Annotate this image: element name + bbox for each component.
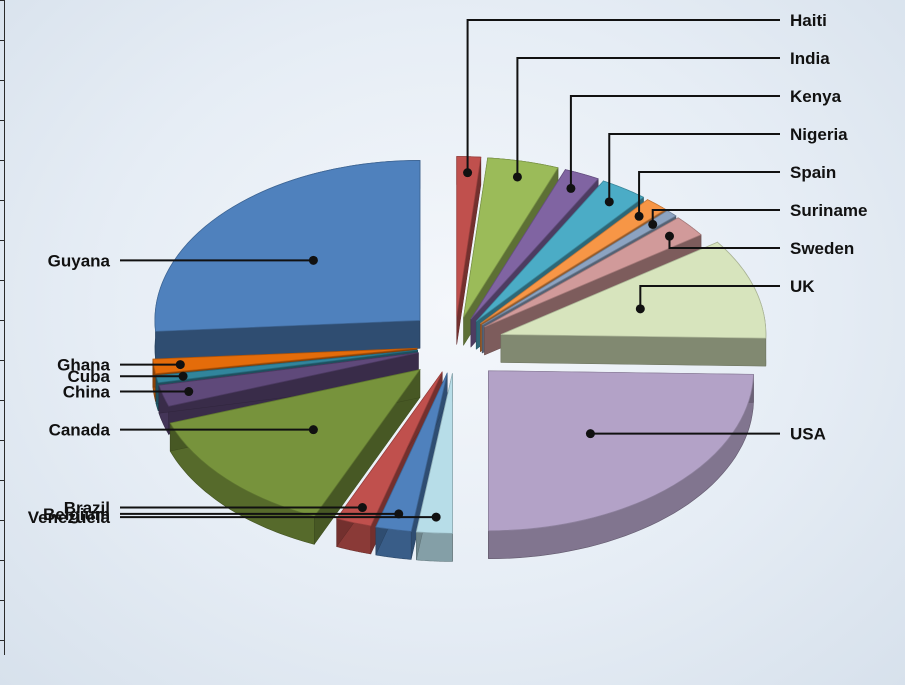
rail-tick xyxy=(0,480,5,481)
rail-tick xyxy=(0,280,5,281)
leader-dot-uk xyxy=(635,304,645,314)
rail-tick xyxy=(0,160,5,161)
leader-dot-haiti xyxy=(463,168,473,178)
rail-tick xyxy=(0,40,5,41)
rail-tick xyxy=(0,200,5,201)
leader-line-spain xyxy=(638,171,780,217)
label-guyana: Guyana xyxy=(48,251,111,270)
slice-kenya xyxy=(470,169,599,320)
label-kenya: Kenya xyxy=(790,87,842,106)
label-india: India xyxy=(790,49,830,68)
rail-tick xyxy=(0,520,5,521)
rail-tick xyxy=(0,0,5,1)
leader-dot-ghana xyxy=(175,360,185,370)
rail-tick xyxy=(0,360,5,361)
slice-sweden xyxy=(484,217,702,328)
leader-line-suriname xyxy=(651,209,780,225)
leader-dot-brazil xyxy=(357,503,367,513)
leader-dot-belgium xyxy=(394,509,404,519)
rail-tick xyxy=(0,240,5,241)
rail-tick xyxy=(0,600,5,601)
rail-tick xyxy=(0,80,5,81)
slice-china xyxy=(158,352,419,407)
label-usa: USA xyxy=(790,425,826,444)
leader-dot-sweden xyxy=(664,231,674,241)
slice-tops xyxy=(152,156,767,534)
label-haiti: Haiti xyxy=(790,11,827,30)
label-ghana: Ghana xyxy=(57,356,110,375)
slice-canada xyxy=(169,368,421,517)
slice-face-uk-1 xyxy=(500,334,767,367)
slice-haiti xyxy=(456,156,482,317)
slice-venezuela xyxy=(415,373,453,534)
leader-dot-spain xyxy=(634,211,644,221)
leader-dot-guyana xyxy=(308,255,318,265)
slice-guyana xyxy=(154,160,421,332)
leader-line-haiti xyxy=(466,19,780,173)
label-cuba: Cuba xyxy=(68,367,111,386)
leader-dot-china xyxy=(184,387,194,397)
slice-usa xyxy=(488,370,754,532)
rail-tick xyxy=(0,440,5,441)
leader-dot-nigeria xyxy=(604,197,614,207)
label-brazil: Brazil xyxy=(64,499,110,518)
label-suriname: Suriname xyxy=(790,201,867,220)
slice-belgium xyxy=(375,372,448,532)
label-uk: UK xyxy=(790,277,815,296)
leader-dot-cuba xyxy=(178,371,188,381)
leader-dot-canada xyxy=(308,425,318,435)
leader-line-kenya xyxy=(569,95,780,189)
leader-dot-india xyxy=(512,172,522,182)
label-sweden: Sweden xyxy=(790,239,854,258)
slice-labels: Haiti India Kenya Nigeria Spain Suriname Swede… xyxy=(28,11,868,527)
label-china: China xyxy=(63,383,111,402)
leader-line-uk xyxy=(639,285,780,309)
leader-line-india xyxy=(516,57,780,177)
rail-tick xyxy=(0,320,5,321)
leader-dot-kenya xyxy=(566,183,576,193)
label-belgium: Belgium xyxy=(43,505,110,524)
rail-tick xyxy=(0,400,5,401)
leader-dot-venezuela xyxy=(431,512,441,522)
label-venezuela: Venezuela xyxy=(28,508,111,527)
leader-dot-usa xyxy=(585,429,595,439)
rail-tick xyxy=(0,640,5,641)
label-canada: Canada xyxy=(49,421,111,440)
slice-nigeria xyxy=(475,180,645,322)
label-spain: Spain xyxy=(790,163,836,182)
rail-tick xyxy=(0,120,5,121)
rail-tick xyxy=(0,560,5,561)
slice-india xyxy=(463,157,559,318)
slice-brazil xyxy=(336,371,443,527)
leader-dot-suriname xyxy=(648,219,658,229)
slice-ghana xyxy=(152,347,418,375)
label-nigeria: Nigeria xyxy=(790,125,848,144)
leader-lines xyxy=(120,19,780,522)
left-rail xyxy=(0,0,5,655)
leader-line-nigeria xyxy=(608,133,780,202)
